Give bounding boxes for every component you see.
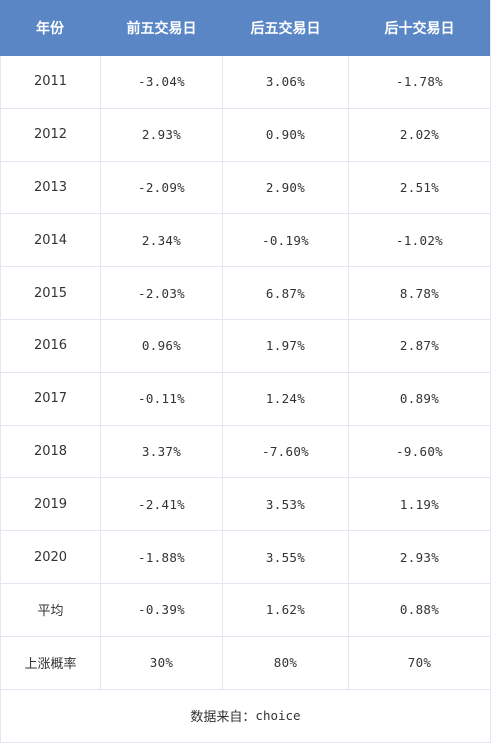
table-cell-post-10-days-value: -1.78% — [349, 56, 491, 109]
table-cell-post-5-days-value: 6.87% — [223, 267, 349, 320]
table-cell-post-10-days-value: -9.60% — [349, 425, 491, 479]
table-cell-post-5-days-value: 2.90% — [223, 161, 349, 215]
table-cell-pre-5-days-value: -0.39% — [101, 583, 223, 637]
table-cell-post-10-days-value: 2.87% — [349, 319, 491, 373]
source-label: 数据来自： — [190, 710, 256, 726]
data-source-note: 数据来自： choice — [0, 689, 491, 743]
header-post-5-days: 后五交易日 — [223, 0, 349, 56]
table-cell-post-5-days-value: -7.60% — [223, 425, 349, 479]
table-cell-post-5-days-value: 3.53% — [223, 478, 349, 532]
table-cell-post-5-days-value: 3.06% — [223, 56, 349, 109]
table-cell-post-10-days-value: 70% — [349, 636, 491, 690]
table-cell-pre-5-days-value: -3.04% — [101, 56, 223, 109]
table-cell-post-10-days-value: 2.51% — [349, 161, 491, 215]
source-value: choice — [255, 708, 301, 724]
table-cell-pre-5-days-value: -2.09% — [101, 161, 223, 215]
table-cell-post-5-days-value: 1.97% — [223, 319, 349, 373]
table-cell-post-5-days-value: -0.19% — [223, 214, 349, 268]
table-cell-year-label: 2019 — [0, 478, 101, 532]
table-cell-post-10-days-value: 1.19% — [349, 478, 491, 532]
table-cell-post-5-days-value: 3.55% — [223, 531, 349, 584]
table-cell-year-label: 2016 — [0, 319, 101, 373]
table-cell-post-5-days-value: 80% — [223, 636, 349, 690]
table-cell-year-label: 2015 — [0, 267, 101, 320]
table-cell-pre-5-days-value: 30% — [101, 636, 223, 690]
table-cell-pre-5-days-value: -1.88% — [101, 531, 223, 584]
header-year: 年份 — [0, 0, 101, 56]
table-cell-pre-5-days-value: 3.37% — [101, 425, 223, 479]
table-cell-year-label: 2020 — [0, 531, 101, 584]
table-cell-post-10-days-value: 2.93% — [349, 531, 491, 584]
table-cell-year-label: 2013 — [0, 161, 101, 215]
table-cell-year-label: 2014 — [0, 214, 101, 268]
table-cell-post-10-days-value: 8.78% — [349, 267, 491, 320]
table-cell-pre-5-days-value: 0.96% — [101, 319, 223, 373]
table-cell-post-10-days-value: 2.02% — [349, 108, 491, 162]
table-cell-pre-5-days-value: 2.34% — [101, 214, 223, 268]
table-cell-year-label: 平均 — [0, 583, 101, 637]
table-cell-post-5-days-value: 1.24% — [223, 372, 349, 426]
table-cell-year-label: 上涨概率 — [0, 636, 101, 690]
table-cell-year-label: 2011 — [0, 56, 101, 109]
header-pre-5-days: 前五交易日 — [101, 0, 223, 56]
table-cell-post-10-days-value: -1.02% — [349, 214, 491, 268]
table-cell-post-5-days-value: 0.90% — [223, 108, 349, 162]
table-cell-year-label: 2017 — [0, 372, 101, 426]
table-cell-pre-5-days-value: -0.11% — [101, 372, 223, 426]
table-cell-pre-5-days-value: 2.93% — [101, 108, 223, 162]
table-cell-pre-5-days-value: -2.41% — [101, 478, 223, 532]
table-cell-pre-5-days-value: -2.03% — [101, 267, 223, 320]
table-cell-year-label: 2018 — [0, 425, 101, 479]
table-cell-post-5-days-value: 1.62% — [223, 583, 349, 637]
table-cell-year-label: 2012 — [0, 108, 101, 162]
table-cell-post-10-days-value: 0.88% — [349, 583, 491, 637]
table-cell-post-10-days-value: 0.89% — [349, 372, 491, 426]
header-post-10-days: 后十交易日 — [349, 0, 491, 56]
